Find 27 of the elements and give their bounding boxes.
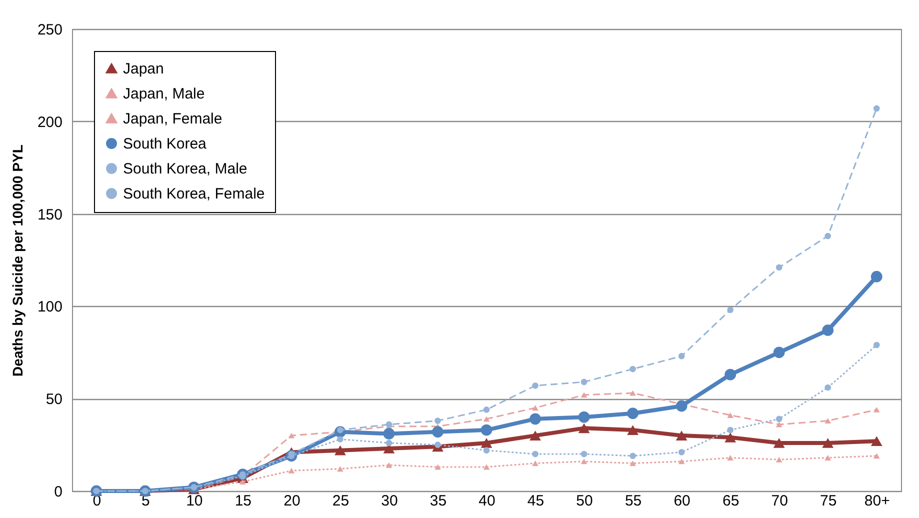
y-axis-title: Deaths by Suicide per 100,000 PYL (9, 144, 26, 376)
x-tick-label: 40 (478, 492, 496, 510)
x-tick-label: 80+ (864, 492, 890, 510)
legend-label: South Korea (123, 136, 208, 152)
legend-label: South Korea, Female (123, 186, 265, 202)
y-tick-label: 100 (37, 298, 62, 316)
y-tick-label: 50 (46, 391, 62, 408)
legend-label: South Korea, Male (123, 160, 248, 178)
x-tick-label: 30 (381, 492, 398, 510)
legend-label: Japan, Male (123, 86, 205, 102)
x-tick-label: 20 (284, 492, 300, 510)
y-tick-label: 200 (37, 114, 62, 131)
x-tick-label: 55 (624, 492, 642, 510)
y-tick-label: 250 (37, 22, 62, 38)
x-tick-label: 15 (234, 492, 252, 510)
x-tick-label: 65 (722, 492, 740, 510)
legend-label: Japan, Female (123, 110, 222, 128)
x-tick-label: 50 (576, 492, 593, 510)
x-tick-label: 60 (674, 492, 690, 510)
x-tick-label: 45 (527, 492, 544, 510)
legend-label: Japan (123, 60, 164, 78)
x-tick-label: 10 (186, 492, 203, 510)
x-tick-label: 75 (820, 492, 837, 510)
x-tick-label: 70 (771, 492, 788, 510)
y-tick-label: 150 (37, 206, 62, 224)
x-tick-label: 25 (332, 492, 350, 510)
x-tick-label: 35 (430, 492, 447, 510)
